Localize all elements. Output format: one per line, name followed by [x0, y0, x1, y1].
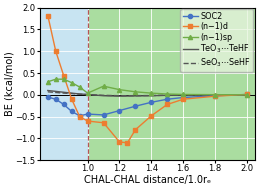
(n−1)d [70, 98, 73, 100]
(n−1)d [213, 95, 217, 97]
SeO$_3$$\cdots$SeHF [213, 94, 217, 96]
(n−1)sp [245, 94, 248, 96]
TeO$_3$$\cdots$TeHF [86, 93, 89, 96]
TeO$_3$$\cdots$TeHF [213, 94, 217, 96]
SOC2 [46, 96, 49, 98]
(n−1)d [54, 50, 57, 52]
Line: (n−1)sp: (n−1)sp [46, 77, 249, 97]
SOC2 [150, 101, 153, 103]
(n−1)d [46, 14, 49, 17]
Y-axis label: BE (kcal/mol): BE (kcal/mol) [4, 52, 14, 116]
TeO$_3$$\cdots$TeHF [182, 94, 185, 96]
SeO$_3$$\cdots$SeHF [78, 93, 81, 95]
(n−1)d [182, 98, 185, 100]
SOC2 [134, 105, 137, 107]
(n−1)sp [62, 78, 65, 80]
TeO$_3$$\cdots$TeHF [118, 95, 121, 97]
SeO$_3$$\cdots$SeHF [70, 92, 73, 95]
(n−1)sp [54, 78, 57, 80]
(n−1)d [150, 115, 153, 117]
SOC2 [54, 98, 57, 100]
SeO$_3$$\cdots$SeHF [118, 95, 121, 97]
SOC2 [118, 109, 121, 112]
(n−1)sp [102, 85, 105, 87]
Bar [40, 8, 88, 160]
SeO$_3$$\cdots$SeHF [245, 94, 248, 96]
SOC2 [62, 103, 65, 106]
(n−1)d [118, 141, 121, 143]
Line: (n−1)d: (n−1)d [46, 13, 249, 145]
(n−1)sp [86, 92, 89, 94]
(n−1)d [86, 120, 89, 122]
SeO$_3$$\cdots$SeHF [182, 94, 185, 96]
Line: SeO$_3$$\cdots$SeHF: SeO$_3$$\cdots$SeHF [48, 92, 247, 96]
(n−1)sp [78, 86, 81, 88]
TeO$_3$$\cdots$TeHF [62, 91, 65, 93]
(n−1)d [126, 142, 129, 144]
SOC2 [166, 98, 169, 100]
(n−1)sp [70, 81, 73, 84]
TeO$_3$$\cdots$TeHF [134, 95, 137, 97]
SOC2 [245, 93, 248, 96]
SeO$_3$$\cdots$SeHF [86, 94, 89, 96]
TeO$_3$$\cdots$TeHF [245, 94, 248, 96]
SOC2 [86, 113, 89, 115]
(n−1)d [78, 115, 81, 118]
SeO$_3$$\cdots$SeHF [46, 91, 49, 93]
SeO$_3$$\cdots$SeHF [62, 92, 65, 94]
(n−1)d [134, 129, 137, 131]
SeO$_3$$\cdots$SeHF [134, 94, 137, 97]
TeO$_3$$\cdots$TeHF [166, 94, 169, 96]
(n−1)sp [166, 93, 169, 95]
SOC2 [213, 95, 217, 97]
TeO$_3$$\cdots$TeHF [70, 92, 73, 94]
(n−1)d [166, 103, 169, 106]
SOC2 [182, 96, 185, 99]
TeO$_3$$\cdots$TeHF [150, 95, 153, 97]
Line: TeO$_3$$\cdots$TeHF: TeO$_3$$\cdots$TeHF [48, 91, 247, 96]
TeO$_3$$\cdots$TeHF [78, 93, 81, 95]
(n−1)sp [134, 91, 137, 93]
Line: SOC2: SOC2 [46, 92, 249, 118]
SeO$_3$$\cdots$SeHF [166, 94, 169, 96]
(n−1)sp [118, 88, 121, 91]
(n−1)d [62, 74, 65, 77]
(n−1)sp [213, 94, 217, 96]
TeO$_3$$\cdots$TeHF [102, 95, 105, 97]
(n−1)d [245, 93, 248, 96]
X-axis label: CHAL-CHAL distance/1.0rₑ: CHAL-CHAL distance/1.0rₑ [84, 175, 211, 185]
(n−1)sp [150, 92, 153, 94]
Legend: SOC2, (n−1)d, (n−1)sp, TeO$_3$$\cdots$TeHF, SeO$_3$$\cdots$SeHF: SOC2, (n−1)d, (n−1)sp, TeO$_3$$\cdots$Te… [180, 9, 253, 72]
SOC2 [70, 110, 73, 113]
(n−1)d [102, 122, 105, 124]
TeO$_3$$\cdots$TeHF [46, 89, 49, 92]
SeO$_3$$\cdots$SeHF [150, 94, 153, 97]
(n−1)sp [46, 81, 49, 83]
SeO$_3$$\cdots$SeHF [102, 94, 105, 96]
SOC2 [78, 115, 81, 117]
SOC2 [102, 114, 105, 116]
(n−1)sp [182, 93, 185, 96]
